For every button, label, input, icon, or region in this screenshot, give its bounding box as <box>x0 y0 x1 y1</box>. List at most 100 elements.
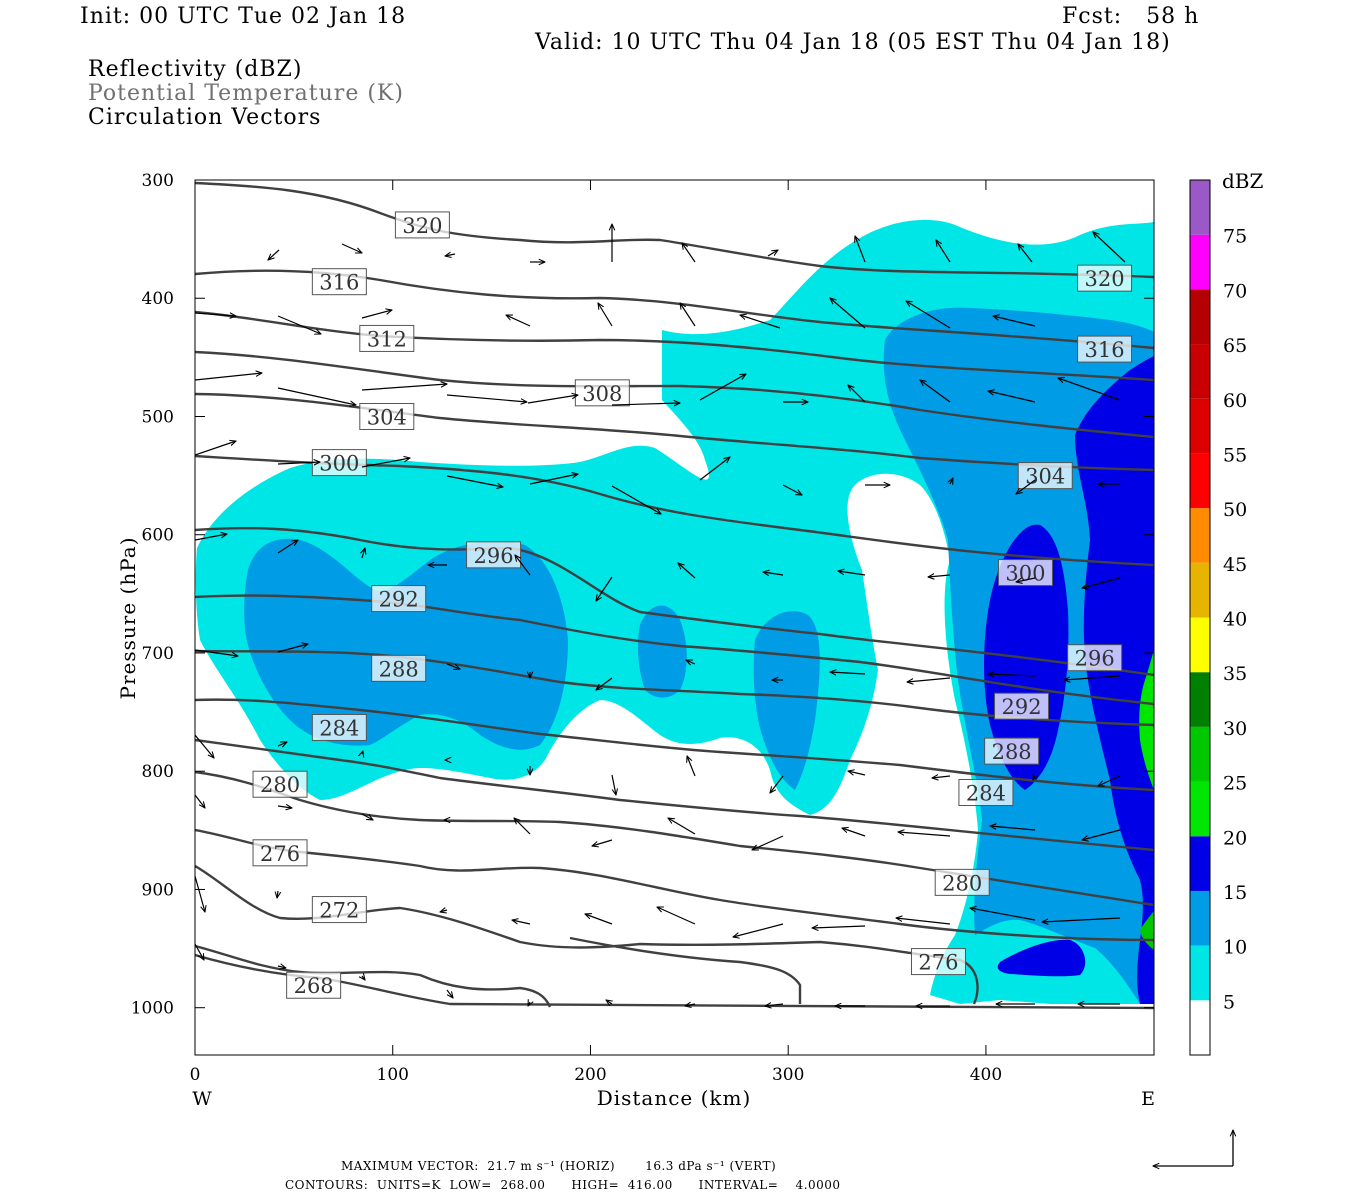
circulation-vector <box>514 818 531 835</box>
circulation-vector <box>678 563 696 579</box>
theta-label-box <box>311 713 367 741</box>
circulation-vector <box>752 835 784 851</box>
colorbar-bin <box>1190 836 1210 891</box>
circulation-vector <box>528 1002 530 1006</box>
dbz-15-region <box>1075 356 1154 1004</box>
colorbar-bin <box>1190 562 1210 618</box>
dbz-15-region <box>997 939 1086 977</box>
circulation-vector <box>1064 675 1121 680</box>
circulation-vector <box>277 540 298 554</box>
plot-frame <box>194 179 1155 1056</box>
circulation-vector <box>1042 917 1121 922</box>
colorbar-label: 70 <box>1223 280 1247 302</box>
colorbar-label: 30 <box>1223 718 1247 740</box>
circulation-vector <box>362 751 363 754</box>
circulation-vector <box>687 756 696 777</box>
circulation-vector <box>855 236 866 263</box>
theta-contour-line <box>195 526 1154 677</box>
theta-contour-line <box>195 350 1154 439</box>
theta-label: 304 <box>1025 465 1065 489</box>
circulation-vector <box>512 920 531 925</box>
circulation-vector <box>361 458 410 468</box>
circulation-vector <box>1082 829 1121 840</box>
y-tick-label: 800 <box>142 762 174 782</box>
theta-label-box <box>958 779 1014 806</box>
circulation-vector <box>277 966 286 968</box>
circulation-vector <box>1093 232 1126 263</box>
theta-contour-line <box>195 944 552 1008</box>
theta-label-box <box>466 541 522 569</box>
circulation-vector <box>1033 776 1035 780</box>
circulation-vector <box>990 826 1036 831</box>
circulation-vector <box>907 677 951 682</box>
theta-label: 280 <box>942 871 982 895</box>
circulation-vector <box>906 301 951 329</box>
colorbar-label: 75 <box>1223 226 1247 248</box>
circulation-vector <box>686 659 696 664</box>
colorbar-bin <box>1190 508 1210 563</box>
circulation-vector <box>682 243 696 263</box>
colorbar-bin <box>1190 398 1210 454</box>
theta-label: 320 <box>402 214 442 238</box>
circulation-vector <box>1016 479 1036 494</box>
circulation-vector <box>993 316 1036 327</box>
theta-label: 300 <box>1005 562 1045 586</box>
theta-label-box <box>252 839 308 867</box>
circulation-vector <box>812 926 866 928</box>
circulation-vector <box>782 484 802 495</box>
theta-label: 296 <box>474 544 514 568</box>
circulation-vector <box>195 313 236 316</box>
west-label: W <box>192 1088 212 1110</box>
colorbar-label: 45 <box>1223 554 1247 576</box>
theta-label: 276 <box>260 842 300 866</box>
theta-label: 296 <box>1075 647 1115 671</box>
y-tick-label: 600 <box>142 526 174 546</box>
theta-contour-line <box>195 181 1154 279</box>
circulation-vector <box>611 485 661 514</box>
circulation-vector <box>606 1000 612 1004</box>
circulation-vector <box>740 315 781 329</box>
circulation-vector <box>362 976 365 980</box>
circulation-vector <box>446 989 453 998</box>
circulation-vector <box>195 649 238 656</box>
x-tick-label: 400 <box>970 1065 1002 1085</box>
theta-label: 308 <box>582 382 622 406</box>
circulation-vector <box>838 571 866 576</box>
colorbar-label: 5 <box>1223 991 1235 1013</box>
colorbar-bin <box>1190 344 1210 399</box>
theta-contour-line <box>195 594 1154 706</box>
circulation-vector <box>1098 775 1121 787</box>
theta-label: 292 <box>379 588 419 612</box>
circulation-vector <box>898 832 951 837</box>
colorbar-label: 10 <box>1223 937 1247 959</box>
circulation-vector <box>611 403 680 405</box>
theta-label: 288 <box>992 740 1032 764</box>
circulation-vector <box>506 314 531 327</box>
init-time: Init: 00 UTC Tue 02 Jan 18 <box>80 4 407 29</box>
circulation-vectors <box>195 224 1126 1006</box>
theta-label: 300 <box>319 452 359 476</box>
y-tick-label: 1000 <box>131 999 174 1019</box>
theta-contour-line <box>195 738 1154 852</box>
theta-label-box <box>286 971 342 999</box>
theta-contour-line <box>195 698 1154 792</box>
circulation-vector <box>362 548 365 559</box>
circulation-vector <box>277 890 278 898</box>
circulation-vector <box>195 875 205 912</box>
circulation-vector <box>527 395 578 404</box>
theta-label: 312 <box>367 327 407 351</box>
colorbar-label: 35 <box>1223 663 1247 685</box>
circulation-vector <box>195 734 214 758</box>
theta-label-box <box>311 268 367 296</box>
x-axis-label: Distance (km) <box>597 1086 752 1110</box>
circulation-vector <box>341 243 362 254</box>
colorbar-bin <box>1190 672 1210 727</box>
circulation-vector <box>970 908 1036 921</box>
theta-contour-line <box>195 649 1154 727</box>
circulation-vector <box>668 818 696 835</box>
circulation-vector <box>361 813 373 820</box>
contour-info: CONTOURS: UNITS=K LOW= 268.00 HIGH= 416.… <box>285 1178 841 1192</box>
circulation-vector <box>277 387 356 405</box>
circulation-vector <box>277 806 292 808</box>
